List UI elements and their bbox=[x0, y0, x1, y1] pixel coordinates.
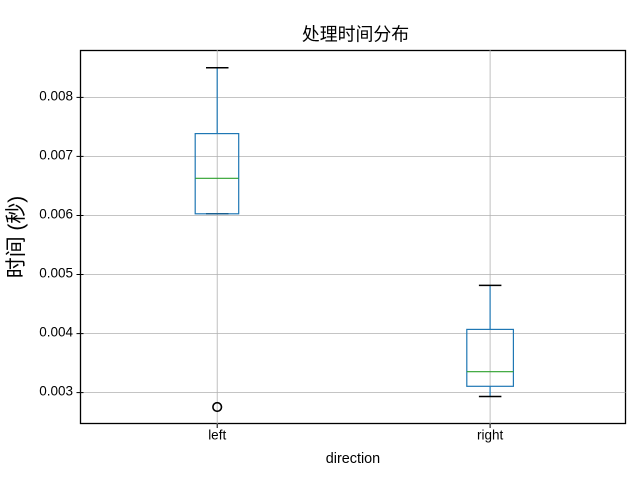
svg-text:时间 (秒): 时间 (秒) bbox=[5, 196, 28, 278]
svg-text:0.007: 0.007 bbox=[39, 148, 73, 163]
svg-text:0.006: 0.006 bbox=[39, 207, 73, 222]
svg-text:0.004: 0.004 bbox=[39, 325, 73, 340]
svg-text:right: right bbox=[477, 428, 504, 443]
svg-text:0.005: 0.005 bbox=[39, 266, 73, 281]
svg-text:0.003: 0.003 bbox=[39, 384, 73, 399]
svg-text:0.008: 0.008 bbox=[39, 89, 73, 104]
svg-text:处理时间分布: 处理时间分布 bbox=[302, 25, 409, 45]
svg-text:left: left bbox=[208, 428, 226, 443]
svg-text:direction: direction bbox=[326, 451, 380, 467]
